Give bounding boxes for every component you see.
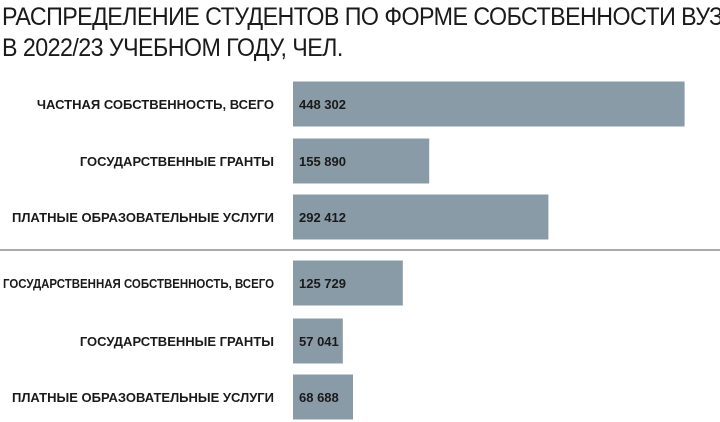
labels-layer: 448 302 ЧАСТНАЯ СОБСТВЕННОСТЬ, ВСЕГО 155 8…	[3, 97, 346, 405]
bars-layer	[0, 81, 720, 420]
chart-title: РАСПРЕДЕЛЕНИЕ СТУДЕНТОВ ПО ФОРМЕ СОБСТВЕ…	[2, 2, 720, 64]
value-label-1: 448 302	[299, 97, 346, 112]
value-label-3: 292 412	[299, 210, 346, 225]
category-label-5: ГОСУДАРСТВЕННЫЕ ГРАНТЫ	[80, 334, 274, 349]
chart-title-line-1: РАСПРЕДЕЛЕНИЕ СТУДЕНТОВ ПО ФОРМЕ СОБСТВЕ…	[2, 3, 720, 31]
bar-5	[293, 318, 343, 364]
value-label-2: 155 890	[299, 154, 346, 169]
bar-6	[293, 374, 353, 420]
category-label-1: ЧАСТНАЯ СОБСТВЕННОСТЬ, ВСЕГО	[37, 97, 274, 112]
value-label-4: 125 729	[299, 276, 346, 291]
bar-2	[293, 138, 430, 184]
value-label-5: 57 041	[299, 334, 339, 349]
bar-3	[293, 194, 549, 240]
category-label-2: ГОСУДАРСТВЕННЫЕ ГРАНТЫ	[80, 154, 274, 169]
category-label-4: ГОСУДАРСТВЕННАЯ СОБСТВЕННОСТЬ, ВСЕГО	[3, 276, 274, 291]
bar-1	[293, 81, 685, 127]
category-label-6: ПЛАТНЫЕ ОБРАЗОВАТЕЛЬНЫЕ УСЛУГИ	[12, 390, 274, 405]
category-label-3: ПЛАТНЫЕ ОБРАЗОВАТЕЛЬНЫЕ УСЛУГИ	[12, 210, 274, 225]
value-label-6: 68 688	[299, 390, 339, 405]
chart-title-line-2: В 2022/23 УЧЕБНОМ ГОДУ, ЧЕЛ.	[2, 34, 343, 62]
bar-4	[293, 260, 403, 306]
